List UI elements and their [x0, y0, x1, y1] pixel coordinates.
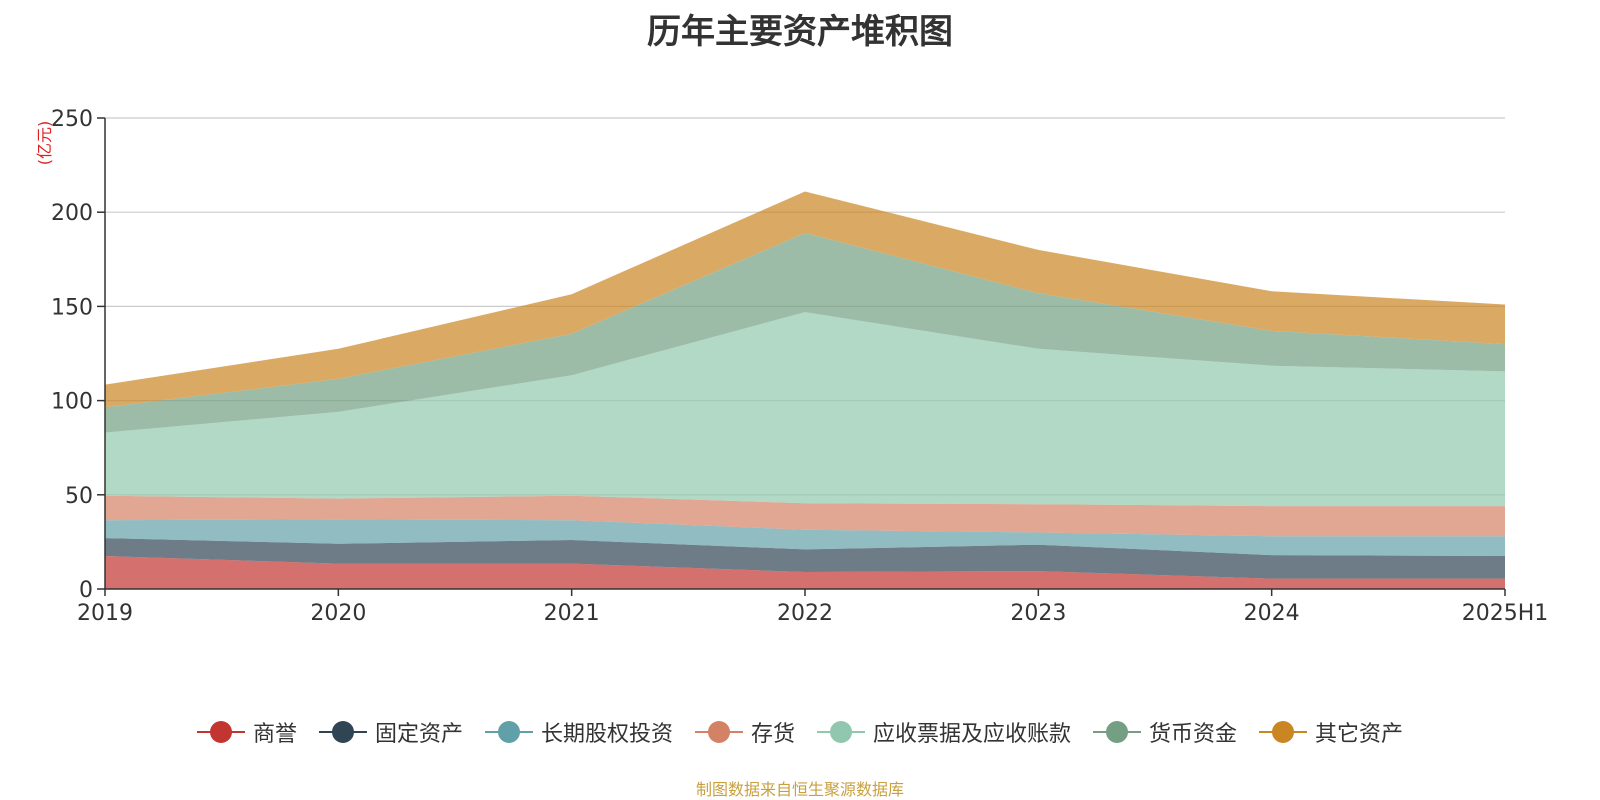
x-tick-label-0: 2019 — [77, 601, 133, 626]
legend-item-0[interactable]: 商誉 — [196, 716, 297, 748]
x-tick-label-2: 2021 — [544, 601, 600, 626]
y-tick-label-250: 250 — [51, 107, 93, 132]
y-tick-label-150: 150 — [51, 295, 93, 320]
x-tick-label-1: 2020 — [310, 601, 366, 626]
area-series-5 — [105, 232, 1505, 433]
chart-title: 历年主要资产堆积图 — [647, 12, 953, 52]
legend-label: 固定资产 — [374, 722, 463, 747]
legend-swatch-icon — [318, 720, 367, 744]
legend-item-3[interactable]: 存货 — [694, 716, 795, 748]
legend-label: 商誉 — [252, 722, 297, 747]
legend-item-1[interactable]: 固定资产 — [318, 716, 463, 748]
area-series-2 — [105, 519, 1505, 556]
legend-item-4[interactable]: 应收票据及应收账款 — [817, 716, 1071, 748]
legend-item-2[interactable]: 长期股权投资 — [484, 716, 673, 748]
y-tick-label-100: 100 — [51, 390, 93, 415]
legend-swatch-icon — [817, 720, 865, 744]
area-series-4 — [105, 312, 1505, 507]
legend-label: 其它资产 — [1315, 722, 1404, 747]
legend-label: 货币资金 — [1149, 722, 1238, 747]
legend-swatch-icon — [196, 720, 245, 744]
area-series-3 — [105, 495, 1505, 537]
y-tick-label-0: 0 — [79, 578, 93, 603]
legend-label: 存货 — [750, 722, 795, 747]
legend-item-6[interactable]: 其它资产 — [1259, 716, 1403, 748]
y-tick-label-50: 50 — [65, 484, 93, 509]
y-tick-label-200: 200 — [51, 201, 93, 226]
source-note: 制图数据来自恒生聚源数据库 — [695, 780, 904, 799]
area-series-1 — [105, 538, 1505, 579]
legend-item-5[interactable]: 货币资金 — [1093, 716, 1237, 748]
axes: 0 50 100 150 200 250 2019 2020 2021 2022 2023 2024 2… — [35, 107, 1548, 626]
y-unit-label: (亿元) — [35, 121, 54, 166]
area-series-layer — [105, 191, 1505, 589]
x-tick-label-4: 2023 — [1010, 601, 1066, 626]
legend-label: 应收票据及应收账款 — [873, 722, 1072, 747]
x-tick-label-3: 2022 — [777, 601, 833, 626]
area-series-0 — [105, 556, 1505, 589]
x-tick-label-5: 2024 — [1244, 601, 1300, 626]
legend-swatch-icon — [694, 720, 743, 744]
legend-label: 长期股权投资 — [540, 722, 673, 747]
area-series-6 — [105, 191, 1505, 408]
legend-swatch-icon — [1259, 720, 1308, 744]
legend-swatch-icon — [484, 720, 533, 744]
x-tick-label-6: 2025H1 — [1462, 601, 1549, 626]
legend: 商誉 固定资产 长期股权投资 存货 应收票据及应收账款 货币资金 其它资产 — [0, 716, 1600, 748]
legend-swatch-icon — [1093, 720, 1142, 744]
